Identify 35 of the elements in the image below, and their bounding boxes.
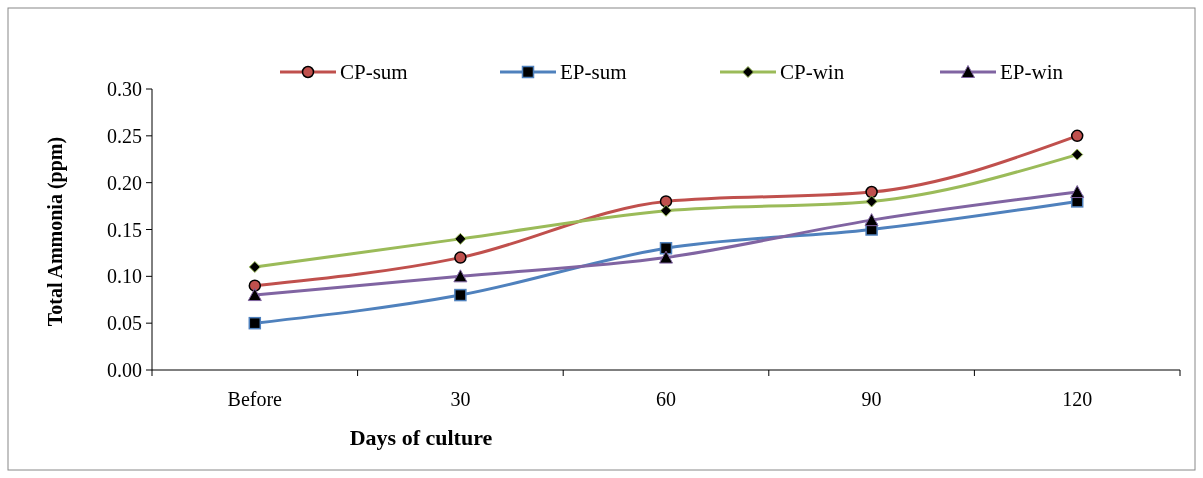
y-tick-label: 0.15: [107, 218, 142, 241]
legend-label: CP-win: [780, 60, 845, 85]
x-tick-label: Before: [227, 388, 283, 410]
x-tick-label: 120: [1062, 388, 1093, 410]
point: [454, 251, 467, 264]
point: [454, 232, 467, 245]
x-tick-label: 30: [450, 388, 471, 410]
point: [865, 195, 878, 208]
y-tick-label: 0.20: [107, 171, 142, 194]
point: [247, 288, 262, 302]
point: [660, 204, 672, 217]
point: [1071, 148, 1084, 161]
x-tick-label: 90: [861, 388, 882, 410]
x-tick-label: 60: [656, 388, 676, 410]
y-tick-label: 0.30: [107, 78, 142, 100]
legend-label: EP-win: [1000, 60, 1064, 85]
point: [864, 213, 879, 227]
point: [865, 185, 878, 199]
y-tick-label: 0.10: [107, 265, 142, 288]
point: [659, 250, 673, 264]
point: [248, 260, 261, 273]
point: [659, 195, 673, 208]
legend-label: CP-sum: [340, 60, 408, 85]
point: [454, 288, 467, 302]
legend-label: EP-sum: [560, 60, 627, 85]
point: [1070, 185, 1085, 199]
y-tick-label: 0.25: [107, 124, 142, 147]
x-axis-title: Days of culture: [349, 425, 493, 450]
point: [1070, 129, 1084, 143]
y-tick-label: 0.05: [107, 312, 142, 335]
point: [248, 316, 262, 330]
y-tick-label: 0.00: [107, 359, 142, 381]
point: [248, 279, 262, 292]
point: [453, 269, 468, 283]
y-axis-title: Total Ammonia (ppm): [44, 136, 67, 327]
